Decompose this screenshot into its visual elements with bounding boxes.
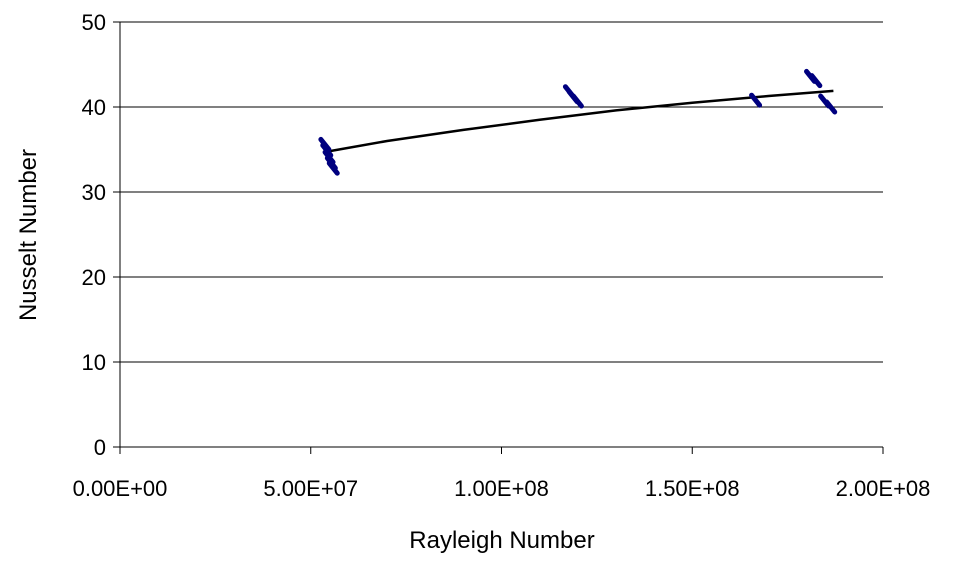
data-point (809, 73, 823, 89)
y-tick-label: 30 (82, 180, 106, 205)
x-tick-label: 1.00E+08 (454, 476, 549, 501)
data-point-series (318, 68, 838, 176)
data-point (570, 93, 584, 109)
data-point (749, 92, 763, 108)
x-tick-label: 0.00E+00 (73, 476, 168, 501)
x-axis-title: Rayleigh Number (409, 527, 594, 554)
y-axis-title: Nusselt Number (15, 149, 42, 321)
y-tick-label: 20 (82, 265, 106, 290)
y-tick-label: 10 (82, 350, 106, 375)
y-tick-label: 40 (82, 95, 106, 120)
x-tick-label: 5.00E+07 (263, 476, 358, 501)
data-point (824, 99, 838, 115)
axes (113, 21, 884, 454)
x-tick-label: 1.50E+08 (645, 476, 740, 501)
data-point (326, 160, 340, 176)
tick-labels: 0 10 20 30 40 50 0.00E+00 5.00E+07 1.00E+08 1.50E… (73, 10, 931, 501)
gridlines (120, 21, 883, 363)
y-tick-label: 50 (82, 10, 106, 35)
x-tick-label: 2.00E+08 (836, 476, 931, 501)
y-tick-label: 0 (94, 435, 106, 460)
